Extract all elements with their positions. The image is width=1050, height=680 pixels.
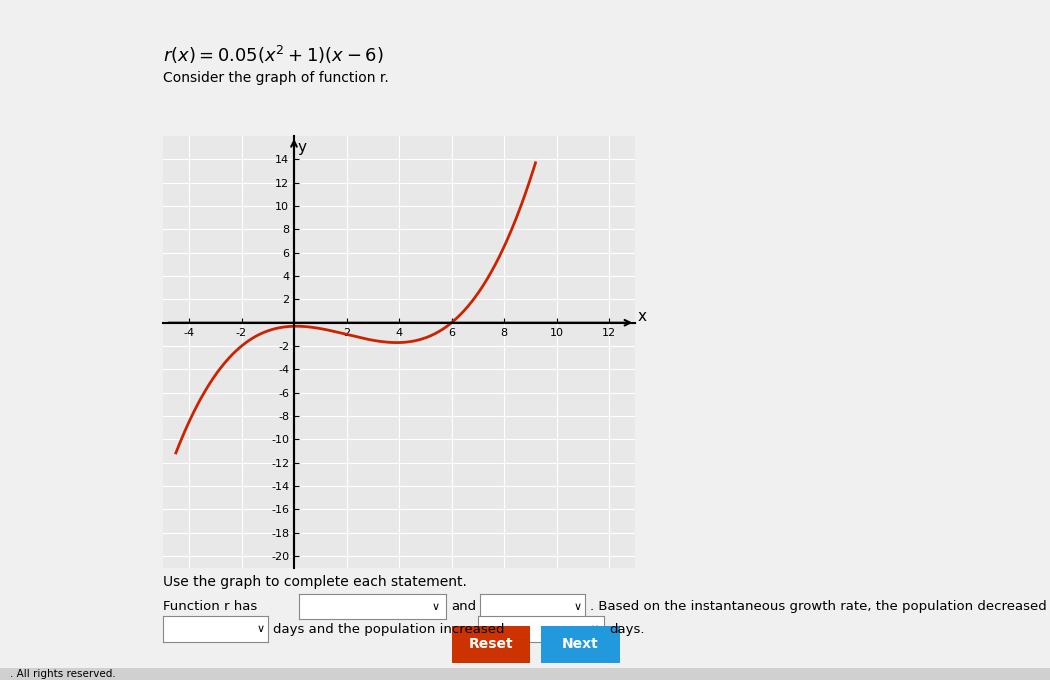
Text: . Based on the instantaneous growth rate, the population decreased: . Based on the instantaneous growth rate… bbox=[590, 600, 1047, 613]
Text: Consider the graph of function r.: Consider the graph of function r. bbox=[163, 71, 388, 86]
Text: ∨: ∨ bbox=[591, 624, 598, 634]
Text: Reset: Reset bbox=[468, 637, 513, 651]
Text: Function r has: Function r has bbox=[163, 600, 257, 613]
Text: x: x bbox=[638, 309, 647, 324]
Text: and: and bbox=[452, 600, 477, 613]
Text: days.: days. bbox=[609, 622, 645, 636]
Text: y: y bbox=[297, 139, 307, 154]
Text: ∨: ∨ bbox=[432, 602, 440, 611]
Text: ∨: ∨ bbox=[573, 602, 582, 611]
Text: ∨: ∨ bbox=[256, 624, 265, 634]
Text: $r(x) = 0.05(x^2 + 1)(x - 6)$: $r(x) = 0.05(x^2 + 1)(x - 6)$ bbox=[163, 44, 383, 66]
Text: days and the population increased: days and the population increased bbox=[273, 622, 504, 636]
Text: . All rights reserved.: . All rights reserved. bbox=[10, 669, 117, 679]
Text: Use the graph to complete each statement.: Use the graph to complete each statement… bbox=[163, 575, 466, 589]
Text: Next: Next bbox=[562, 637, 598, 651]
